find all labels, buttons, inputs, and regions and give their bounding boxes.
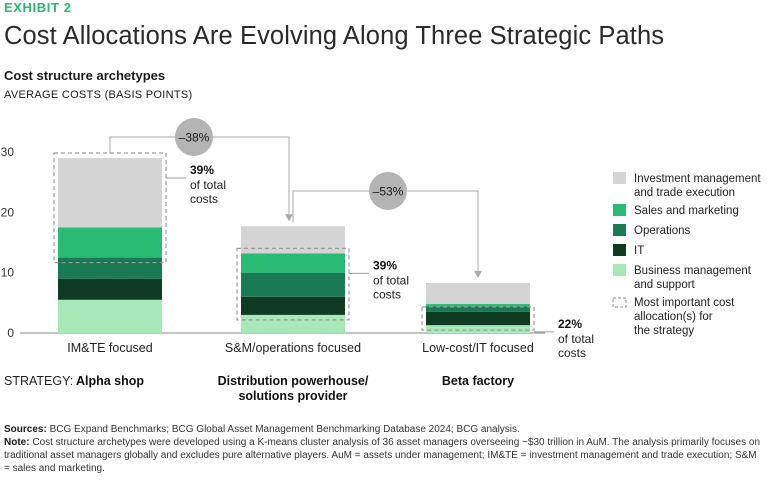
reduction-circle <box>175 118 213 156</box>
chart-title: Cost Allocations Are Evolving Along Thre… <box>4 22 665 50</box>
bar-segment <box>241 314 345 333</box>
legend-swatch <box>613 224 626 236</box>
strategy-name: Distribution powerhouse/ <box>218 374 369 388</box>
reduction-circle <box>369 172 407 210</box>
bar-segment <box>241 253 345 273</box>
sources-label: Sources: <box>4 424 47 435</box>
legend-label: Most important cost <box>634 297 735 309</box>
highlight-text: costs <box>558 346 586 360</box>
highlight-percent: 39% <box>373 258 397 272</box>
legend-label: allocation(s) for <box>634 311 713 323</box>
highlight-text: costs <box>373 287 401 301</box>
bar-segment <box>241 272 345 297</box>
x-category-label: S&M/operations focused <box>225 341 361 355</box>
reduction-arrowhead <box>285 214 293 222</box>
highlight-text: of total <box>190 178 226 192</box>
bar-segment <box>58 257 162 279</box>
highlight-text: costs <box>190 192 218 206</box>
legend-label: the strategy <box>634 325 694 337</box>
exhibit-label: EXHIBIT 2 <box>4 0 72 15</box>
strategy-label: STRATEGY: <box>4 374 73 388</box>
legend-label: Investment management <box>634 173 761 185</box>
legend-label: Operations <box>634 225 691 237</box>
legend-label: and support <box>634 279 696 291</box>
highlight-text: of total <box>558 332 594 346</box>
bar-segment <box>426 282 530 305</box>
reduction-label: –38% <box>179 131 210 145</box>
legend-swatch <box>613 244 626 256</box>
legend-swatch <box>613 264 626 276</box>
bar-segment <box>58 278 162 300</box>
y-tick-label: 10 <box>1 266 15 280</box>
strategy-name: solutions provider <box>238 389 347 403</box>
note-text: Cost structure archetypes were developed… <box>4 437 761 474</box>
strategy-name: Beta factory <box>442 374 514 388</box>
bar-segment <box>241 226 345 254</box>
note-line: Note: Cost structure archetypes were dev… <box>4 436 762 475</box>
x-category-label: Low-cost/IT focused <box>422 341 534 355</box>
y-tick-label: 0 <box>7 326 14 340</box>
legend-swatch <box>613 204 626 216</box>
highlight-box <box>236 247 350 321</box>
x-category-label: IM&TE focused <box>67 341 152 355</box>
highlight-text: of total <box>373 273 409 287</box>
bar-segment <box>58 158 162 228</box>
reduction-label: –53% <box>373 185 404 199</box>
bar-segment <box>426 306 530 312</box>
bar-segment <box>426 325 530 333</box>
note-label: Note: <box>4 437 30 448</box>
bar-segment <box>58 299 162 333</box>
sources-text: BCG Expand Benchmarks; BCG Global Asset … <box>46 424 520 435</box>
highlight-percent: 39% <box>190 163 214 177</box>
units-label: AVERAGE COSTS (BASIS POINTS) <box>4 89 193 101</box>
strategy-name: Alpha shop <box>76 374 144 388</box>
bar-segment <box>426 304 530 307</box>
y-tick-label: 20 <box>1 205 15 219</box>
bar-segment <box>58 227 162 258</box>
reduction-arrowhead <box>474 270 482 278</box>
chart-subtitle: Cost structure archetypes <box>4 68 166 83</box>
legend-label: Business management <box>634 265 752 277</box>
highlight-box <box>421 306 535 331</box>
y-tick-label: 30 <box>1 145 15 159</box>
legend-label: IT <box>634 245 644 257</box>
bar-segment <box>426 311 530 326</box>
legend-swatch <box>613 172 626 184</box>
sources-line: Sources: BCG Expand Benchmarks; BCG Glob… <box>4 423 762 436</box>
notes: Sources: BCG Expand Benchmarks; BCG Glob… <box>4 423 762 475</box>
legend-label: and trade execution <box>634 187 735 199</box>
legend-label: Sales and marketing <box>634 205 739 217</box>
highlight-percent: 22% <box>558 317 582 331</box>
bar-segment <box>241 296 345 315</box>
legend-swatch-dashed <box>612 297 627 308</box>
